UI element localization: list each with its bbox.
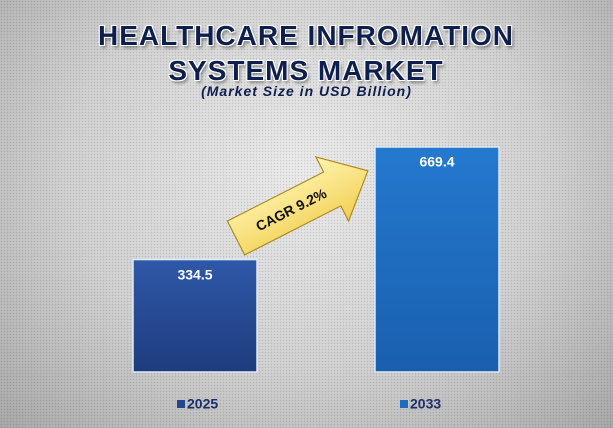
bar xyxy=(132,258,258,373)
value-label: 334.5 xyxy=(177,266,212,282)
value-label: 669.4 xyxy=(419,154,454,170)
x-tick-label: 2025 xyxy=(187,396,218,412)
x-tick-label: 2033 xyxy=(410,396,441,412)
arrow-shape xyxy=(226,155,369,256)
chart-subtitle: (Market Size in USD Billion) xyxy=(201,83,412,99)
legend-swatch xyxy=(400,400,408,408)
legend-swatch xyxy=(177,400,185,408)
chart-title: HEALTHCARE INFROMATION SYSTEMS MARKET xyxy=(97,20,515,86)
bar xyxy=(374,146,500,373)
cagr-arrow: CAGR 9.2% xyxy=(226,155,369,256)
